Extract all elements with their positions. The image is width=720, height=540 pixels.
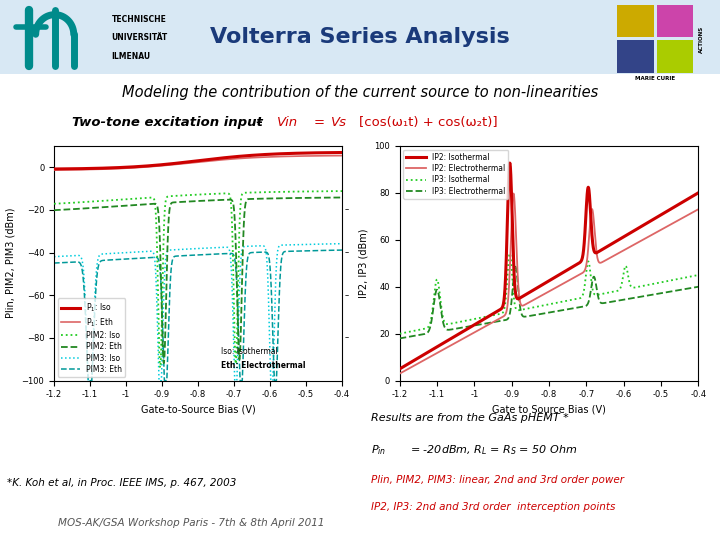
Text: Iso: Isothermal: Iso: Isothermal — [221, 347, 278, 356]
Text: TECHNISCHE: TECHNISCHE — [112, 15, 166, 24]
Text: = -20dBm, $R_L$ = $R_S$ = 50 Ohm: = -20dBm, $R_L$ = $R_S$ = 50 Ohm — [410, 443, 577, 457]
Text: *K. Koh et al, in Proc. IEEE IMS, p. 467, 2003: *K. Koh et al, in Proc. IEEE IMS, p. 467… — [7, 478, 237, 488]
Y-axis label: Plin, PIM2, PIM3 (dBm): Plin, PIM2, PIM3 (dBm) — [6, 208, 16, 319]
Text: –: – — [345, 334, 349, 342]
Text: IP2, IP3: 2nd and 3rd order  interception points: IP2, IP3: 2nd and 3rd order interception… — [371, 502, 615, 512]
Text: ACTIONS: ACTIONS — [698, 25, 703, 52]
Text: Two-tone excitation input: Two-tone excitation input — [72, 116, 263, 129]
Text: ILMENAU: ILMENAU — [112, 52, 150, 61]
Text: Modeling the contribution of the current source to non-linearities: Modeling the contribution of the current… — [122, 85, 598, 100]
Text: MOS-AK/GSA Workshop Paris - 7th & 8th April 2011: MOS-AK/GSA Workshop Paris - 7th & 8th Ap… — [58, 518, 324, 528]
Legend: IP2: Isothermal, IP2: Electrothermal, IP3: Isothermal, IP3: Electrothermal: IP2: Isothermal, IP2: Electrothermal, IP… — [403, 150, 508, 199]
X-axis label: Gate-to-Source Bias (V): Gate-to-Source Bias (V) — [140, 405, 256, 415]
Text: Volterra Series Analysis: Volterra Series Analysis — [210, 27, 510, 47]
Text: –: – — [256, 116, 262, 129]
Text: $P_{in}$: $P_{in}$ — [371, 443, 386, 457]
Text: Vs: Vs — [331, 116, 347, 129]
Text: MARIE CURIE: MARIE CURIE — [635, 76, 675, 80]
Text: Results are from the GaAs pHEMT *: Results are from the GaAs pHEMT * — [371, 413, 569, 423]
Bar — [617, 5, 654, 37]
Bar — [617, 40, 654, 72]
Text: –: – — [345, 291, 349, 300]
Y-axis label: IP2, IP3 (dBm): IP2, IP3 (dBm) — [359, 228, 369, 298]
Text: Eth: Electrothermal: Eth: Electrothermal — [221, 361, 305, 370]
Text: =: = — [313, 116, 324, 129]
X-axis label: Gate to Source Bias (V): Gate to Source Bias (V) — [492, 405, 606, 415]
Text: Plin, PIM2, PIM3: linear, 2nd and 3rd order power: Plin, PIM2, PIM3: linear, 2nd and 3rd or… — [371, 475, 624, 485]
Text: [cos(ω₁t) + cos(ω₂t)]: [cos(ω₁t) + cos(ω₂t)] — [359, 116, 498, 129]
Text: –: – — [345, 205, 349, 214]
Bar — [657, 40, 693, 72]
Legend: P$_1$: Iso, P$_1$: Eth, PIM2: Iso, PIM2: Eth, PIM3: Iso, PIM3: Eth: P$_1$: Iso, P$_1$: Eth, PIM2: Iso, PIM2:… — [58, 298, 125, 377]
Text: –: – — [345, 248, 349, 257]
Bar — [657, 5, 693, 37]
Text: Vin: Vin — [277, 116, 298, 129]
Text: UNIVERSITÄT: UNIVERSITÄT — [112, 33, 168, 42]
